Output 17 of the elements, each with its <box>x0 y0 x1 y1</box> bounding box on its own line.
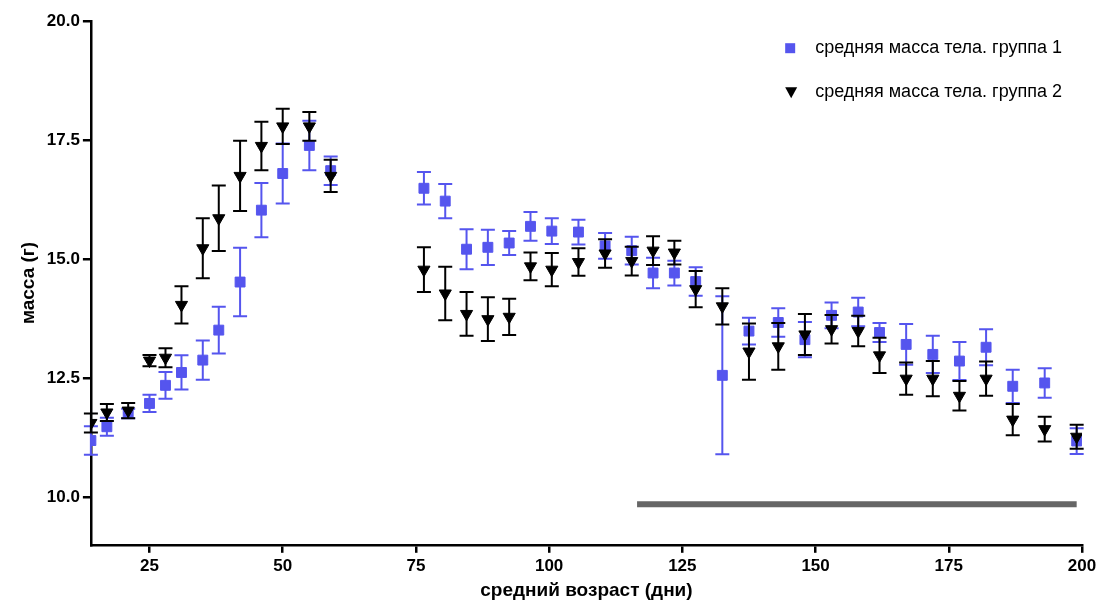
legend-label: средняя масса тела. группа 1 <box>815 37 1062 58</box>
x-tick-label: 150 <box>801 555 830 575</box>
y-tick-label: 15.0 <box>46 248 80 268</box>
x-tick-label: 175 <box>934 555 963 575</box>
x-tick-label: 25 <box>140 555 159 575</box>
x-tick-label: 125 <box>668 555 697 575</box>
legend-label: средняя масса тела. группа 2 <box>815 81 1062 102</box>
x-axis-title: средний возраст (дни) <box>480 578 693 600</box>
x-tick-label: 200 <box>1067 555 1097 575</box>
y-axis-title: масса (г) <box>16 241 38 325</box>
y-tick-label: 12.5 <box>46 367 80 387</box>
y-tick-label: 20.0 <box>46 10 80 30</box>
y-tick-label: 10.0 <box>46 486 80 506</box>
x-tick-label: 75 <box>406 555 426 575</box>
x-tick-label: 50 <box>273 555 293 575</box>
x-tick-label: 100 <box>534 555 564 575</box>
y-tick-label: 17.5 <box>46 129 80 149</box>
